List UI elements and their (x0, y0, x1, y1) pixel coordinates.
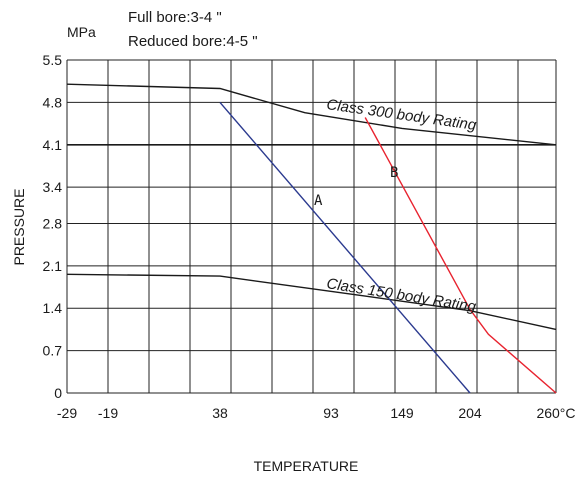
y-tick-label: 0.7 (43, 343, 63, 359)
grid (66, 59, 557, 394)
series-lines (66, 83, 557, 394)
curve-a-label: A (314, 193, 323, 209)
curve-b-label: B (390, 165, 398, 181)
x-tick-label: 93 (323, 405, 339, 421)
y-tick-label: 5.5 (43, 52, 63, 68)
y-unit-label: MPa (67, 24, 96, 40)
y-tick-label: 0 (54, 385, 62, 401)
x-tick-label: 204 (458, 405, 482, 421)
y-tick-label: 3.4 (43, 179, 63, 195)
x-tick-label: 149 (390, 405, 414, 421)
x-tick-label: 260°C (536, 405, 575, 421)
note-full-bore: Full bore:3-4 " (128, 9, 222, 26)
y-tick-label: 1.4 (43, 300, 63, 316)
tick-labels: 5.5 4.8 4.1 3.4 2.8 2.1 1.4 0.7 0 -29 -19 38 93 149 20… (43, 52, 576, 421)
x-tick-label: -19 (98, 405, 118, 421)
y-tick-label: 2.1 (43, 258, 63, 274)
series-line-3 (219, 101, 471, 394)
x-axis-title: TEMPERATURE (254, 458, 359, 474)
x-tick-label: 38 (212, 405, 228, 421)
y-tick-label: 4.1 (43, 137, 63, 153)
y-tick-label: 4.8 (43, 94, 63, 110)
y-axis-title: PRESSURE (11, 188, 27, 265)
series-line-1 (66, 83, 557, 146)
note-reduced-bore: Reduced bore:4-5 " (128, 33, 258, 50)
x-tick-label: -29 (57, 405, 77, 421)
series-line-2 (66, 273, 557, 331)
y-tick-label: 2.8 (43, 215, 63, 231)
series-line-4 (364, 117, 557, 394)
